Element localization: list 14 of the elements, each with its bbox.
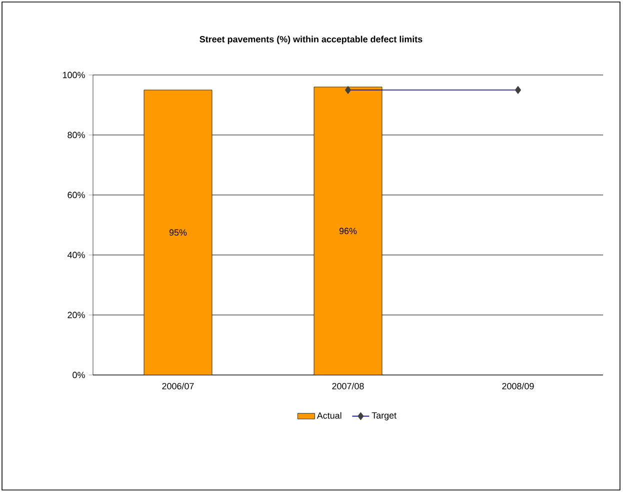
- legend-label: Target: [372, 412, 396, 420]
- y-tick-label: 60%: [68, 192, 85, 198]
- data-label: 95%: [169, 229, 187, 236]
- y-tick-label: 0%: [72, 372, 85, 378]
- x-tick-label: 2007/08: [332, 382, 364, 390]
- chart-title: Street pavements (%) within acceptable defect limits: [200, 36, 422, 44]
- y-tick-label: 100%: [62, 72, 85, 78]
- y-tick-label: 20%: [68, 312, 85, 318]
- x-tick-label: 2006/07: [162, 382, 194, 390]
- y-tick-label: 40%: [67, 252, 85, 258]
- legend-label: Actual: [316, 412, 342, 419]
- y-tick-label: 80%: [68, 132, 85, 138]
- data-label: 96%: [339, 228, 357, 234]
- x-tick-label: 2008/09: [502, 382, 534, 390]
